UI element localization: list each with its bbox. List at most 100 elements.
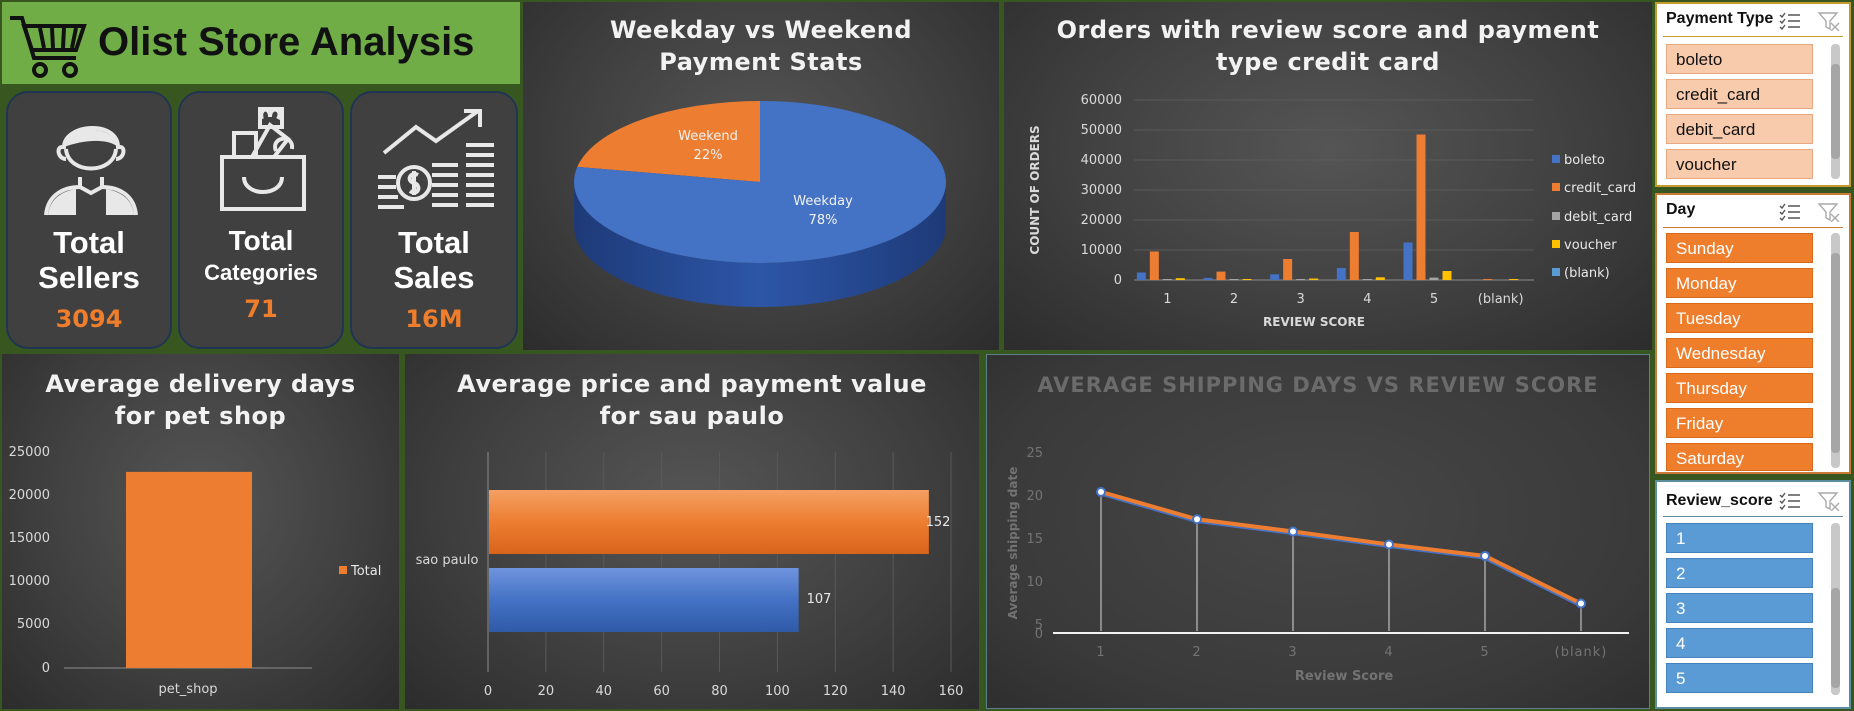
pet-ytick: 5000 [17,617,50,632]
payment-type-slicer: Payment Type boleto credit_card debit_ca… [1655,2,1851,187]
pie-side-wall [574,182,946,307]
pie-weekend-label: Weekend [678,129,738,144]
sp-xtick: 40 [595,684,612,699]
ship-point [1480,550,1490,561]
orders-review-panel[interactable]: Orders with review score and payment typ… [1004,2,1652,350]
orders-bar-credit_card [1349,232,1359,280]
pie-weekend-pct: 22% [694,148,723,163]
slicer-item-voucher[interactable]: voucher [1666,149,1813,179]
legend-swatch-boleto [1552,155,1560,163]
orders-bar-credit_card [1216,271,1226,280]
orders-bar-voucher [1509,279,1519,280]
kpi-card-sales: Total Sales 16M [350,91,518,349]
legend-debit-card: debit_card [1564,210,1632,225]
orders-bar-debit_card [1162,279,1172,280]
slicer-item-wednesday[interactable]: Wednesday [1666,338,1813,368]
orders-bar-chart: 60000 50000 40000 30000 20000 10000 0 1 2… [1028,93,1636,329]
multi-select-icon[interactable] [1779,203,1801,221]
day-slicer-scrollbar[interactable] [1831,233,1840,468]
pet-bar [126,471,252,668]
orders-bar-credit_card [1416,134,1426,280]
shopping-cart-icon [10,16,87,78]
kpi-sellers-label-line1: Total [53,225,125,260]
clear-filter-icon[interactable] [1817,491,1841,511]
slicer-item-review-1[interactable]: 1 [1666,523,1813,553]
pet-bar-chart: 25000 20000 15000 10000 5000 0 pet_shop … [9,445,382,697]
orders-bar-credit_card [1483,279,1493,280]
kpi-card-categories: Total Categories 71 [178,91,344,349]
slicer-item-monday[interactable]: Monday [1666,268,1813,298]
dashboard-title: Olist Store Analysis [98,20,475,64]
orders-xtick: 2 [1230,292,1238,307]
pet-title-line1: Average delivery days [45,370,356,398]
multi-select-icon[interactable] [1779,492,1801,510]
orders-legend: boleto credit_card debit_card voucher (b… [1552,153,1636,281]
review-score-slicer: Review_score 1 2 3 4 5 [1655,480,1851,709]
orders-bar-voucher [1175,278,1185,280]
shipping-line-chart: 25 20 15 10 5 0 1 2 3 4 5 (blank) Average shi… [1006,446,1629,684]
sp-xtick: 60 [653,684,670,699]
orders-bar-boleto [1136,272,1146,280]
pet-ytick: 15000 [9,531,50,546]
sp-bar-top [489,490,929,554]
legend-swatch-blank [1552,268,1560,276]
sp-bar-chart: sao paulo 152 107 0 20 40 60 80 100 120 140 160 [416,452,963,699]
sp-data-label-bottom: 107 [807,592,832,607]
orders-ytick: 50000 [1081,123,1122,138]
dashboard-header: Olist Store Analysis [2,2,520,84]
legend-swatch-debit-card [1552,212,1560,220]
orders-bar-voucher [1309,278,1319,280]
pet-shop-panel[interactable]: Average delivery days for pet shop 25000… [2,354,399,709]
ship-point [1384,539,1394,550]
ship-xtick: 2 [1192,645,1201,660]
orders-y-axis-title: COUNT OF ORDERS [1028,125,1042,254]
slicer-item-thursday[interactable]: Thursday [1666,373,1813,403]
orders-ytick: 10000 [1081,243,1122,258]
orders-ytick: 30000 [1081,183,1122,198]
shopping-bag-icon [220,107,306,211]
slicer-item-credit-card[interactable]: credit_card [1666,79,1813,109]
slicer-item-boleto[interactable]: boleto [1666,44,1813,74]
slicer-item-sunday[interactable]: Sunday [1666,233,1813,263]
slicer-item-review-4[interactable]: 4 [1666,628,1813,658]
slicer-item-saturday[interactable]: Saturday [1666,443,1813,471]
orders-title-line2: type credit card [1216,48,1440,76]
pie-weekday-label: Weekday [793,194,853,209]
ship-xtick: 3 [1288,645,1297,660]
kpi-sellers-value: 3094 [55,305,123,333]
ship-point [1288,526,1298,537]
multi-select-icon[interactable] [1779,12,1801,30]
pie-slice-weekday [574,101,946,264]
slicer-item-tuesday[interactable]: Tuesday [1666,303,1813,333]
coins-growth-icon [378,109,494,209]
clear-filter-icon[interactable] [1817,11,1841,31]
slicer-item-friday[interactable]: Friday [1666,408,1813,438]
shipping-days-panel[interactable]: AVERAGE SHIPPING DAYS VS REVIEW SCORE 25… [986,354,1650,709]
orders-xtick: 3 [1297,292,1305,307]
pet-ytick: 0 [42,661,50,676]
clear-filter-icon[interactable] [1817,202,1841,222]
pet-ytick: 25000 [9,445,50,460]
orders-bar-boleto [1270,274,1280,280]
kpi-categories-value: 71 [244,295,278,323]
pie-title-line2: Payment Stats [659,48,863,76]
payment-slicer-scrollbar[interactable] [1831,44,1840,179]
orders-bar-debit_card [1429,277,1439,280]
weekday-weekend-panel[interactable]: Weekday vs Weekend Payment Stats Weekend… [523,2,999,350]
slicer-item-review-2[interactable]: 2 [1666,558,1813,588]
orders-ytick: 0 [1114,273,1122,288]
sp-data-label-top: 152 [926,515,951,530]
orders-bar-voucher [1442,271,1452,280]
pie-slice-weekend [577,101,760,182]
review-slicer-scrollbar[interactable] [1831,523,1840,695]
slicer-item-debit-card[interactable]: debit_card [1666,114,1813,144]
ship-y-axis-title: Average shipping date [1006,467,1020,620]
ship-title: AVERAGE SHIPPING DAYS VS REVIEW SCORE [1037,373,1599,397]
review-slicer-title: Review_score [1666,492,1773,509]
slicer-item-review-3[interactable]: 3 [1666,593,1813,623]
legend-voucher: voucher [1564,238,1617,253]
orders-bar-boleto [1403,242,1413,280]
ship-point [1096,486,1106,497]
sao-paulo-panel[interactable]: Average price and payment value for sau … [405,354,979,709]
slicer-item-review-5[interactable]: 5 [1666,663,1813,693]
